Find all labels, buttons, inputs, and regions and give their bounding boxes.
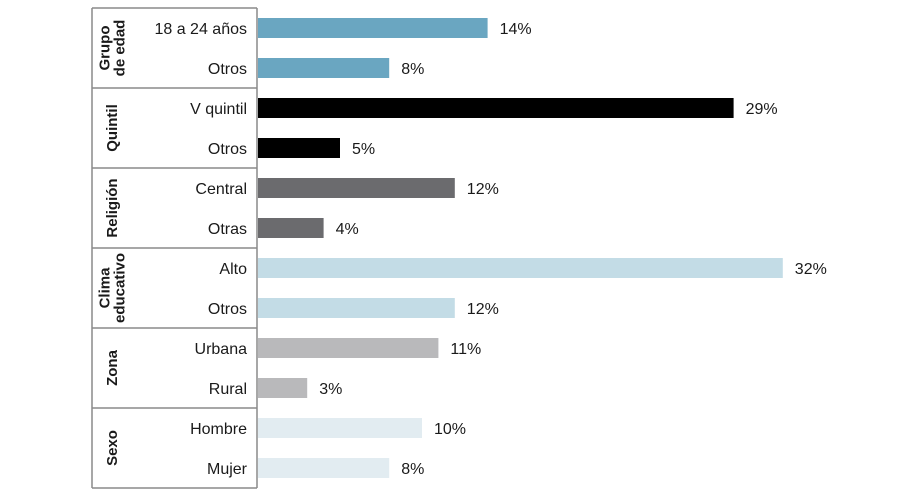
category-label: Otras <box>208 221 247 238</box>
data-label: 12% <box>467 301 499 318</box>
group-label-line: Grupo <box>97 26 114 71</box>
category-label: Otros <box>208 141 247 158</box>
data-label: 29% <box>746 101 778 118</box>
category-label: V quintil <box>190 101 247 118</box>
group-label-line: Sexo <box>104 430 121 466</box>
bar <box>258 338 439 358</box>
bar <box>258 378 308 398</box>
bar <box>258 58 390 78</box>
group-label-line: Zona <box>104 349 121 385</box>
group-label: Zona <box>104 349 121 385</box>
group-label-line: Quintil <box>104 104 121 152</box>
group-label: Religión <box>104 178 121 237</box>
data-label: 10% <box>434 421 466 438</box>
bar <box>258 418 422 438</box>
data-label: 4% <box>336 221 359 238</box>
group-label-line: de edad <box>112 20 129 77</box>
group-label: Quintil <box>104 104 121 152</box>
category-label: Urbana <box>195 341 248 358</box>
category-label: Central <box>195 181 247 198</box>
data-label: 14% <box>500 21 532 38</box>
data-label: 11% <box>450 341 481 358</box>
category-label: Otros <box>208 301 247 318</box>
category-label: Otros <box>208 61 247 78</box>
category-label: Mujer <box>207 461 248 478</box>
group-label: Grupode edad <box>97 20 129 77</box>
group-label-line: Clima <box>97 267 114 309</box>
data-label: 3% <box>319 381 342 398</box>
data-label: 32% <box>795 261 827 278</box>
bar <box>258 98 734 118</box>
category-label: 18 a 24 años <box>154 21 247 38</box>
category-label: Rural <box>209 381 247 398</box>
data-label: 12% <box>467 181 499 198</box>
bar <box>258 18 488 38</box>
bar <box>258 178 455 198</box>
bar <box>258 458 390 478</box>
category-label: Hombre <box>190 421 247 438</box>
data-label: 8% <box>401 461 424 478</box>
data-label: 8% <box>401 61 424 78</box>
bar <box>258 138 340 158</box>
group-label: Climaeducativo <box>97 253 129 323</box>
bar <box>258 218 324 238</box>
group-label-line: Religión <box>104 178 121 237</box>
data-label: 5% <box>352 141 375 158</box>
category-label: Alto <box>219 261 247 278</box>
group-label-line: educativo <box>112 253 129 323</box>
bar <box>258 258 783 278</box>
bar <box>258 298 455 318</box>
group-label: Sexo <box>104 430 121 466</box>
